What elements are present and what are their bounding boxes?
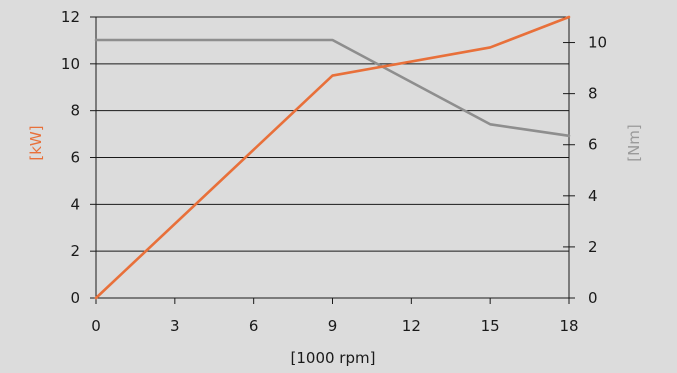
axes (90, 16, 575, 304)
series-lines (94, 15, 571, 300)
y-right-tick-label: 10 (588, 34, 607, 52)
y-right-tick-label: 6 (588, 136, 598, 154)
x-tick-label: 3 (170, 317, 180, 335)
y-left-tick-label: 4 (70, 195, 80, 213)
torque-series-line (94, 38, 571, 138)
y-axis-left-label: [kW] (27, 125, 45, 160)
y-left-tick-label: 2 (70, 242, 80, 260)
x-tick-label: 0 (91, 317, 101, 335)
power-series-line (94, 15, 571, 300)
y-axis-right-label: [Nm] (625, 124, 643, 162)
y-left-tick-label: 8 (70, 102, 80, 120)
y-right-tick-label: 8 (588, 85, 598, 103)
x-tick-label: 6 (249, 317, 259, 335)
y-left-tick-label: 6 (70, 149, 80, 167)
x-axis-label: [1000 rpm] (291, 349, 376, 367)
y-left-tick-label: 12 (61, 8, 80, 26)
x-tick-label: 12 (402, 317, 421, 335)
x-tick-label: 9 (328, 317, 338, 335)
tick-labels: 0 2 4 6 8 10 12 0 2 4 6 8 10 0 3 6 9 12 15 18 (61, 8, 607, 335)
y-right-tick-label: 0 (588, 289, 598, 307)
y-right-tick-label: 4 (588, 187, 598, 205)
x-tick-label: 18 (559, 317, 578, 335)
y-left-tick-label: 10 (61, 55, 80, 73)
x-tick-label: 15 (481, 317, 500, 335)
grid-lines (96, 16, 569, 299)
y-right-tick-label: 2 (588, 238, 598, 256)
y-left-tick-label: 0 (70, 289, 80, 307)
